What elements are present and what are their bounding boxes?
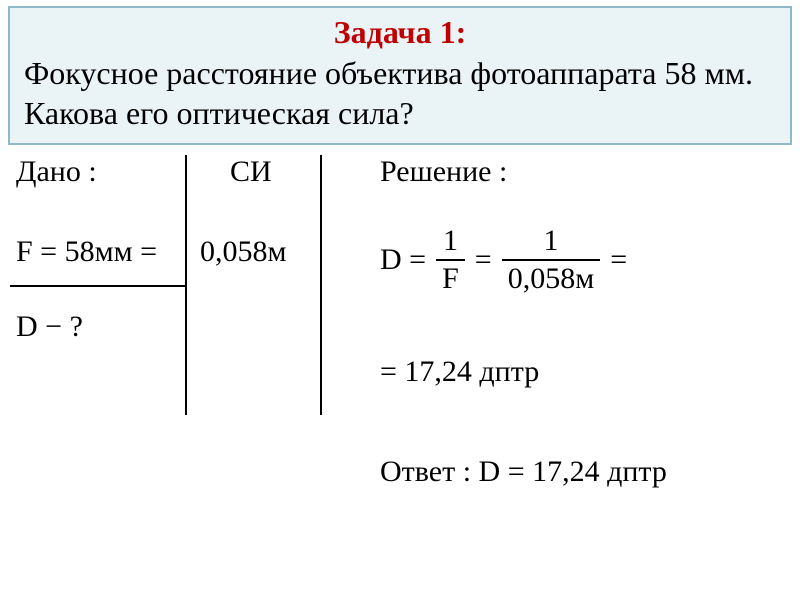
solution-area: Дано : СИ F = 58мм = 0,058м D − ? Решени… [10,155,790,575]
problem-title: Задача 1: [24,14,776,51]
frac2-num: 1 [537,225,564,259]
problem-box: Задача 1: Фокусное расстояние объектива … [8,6,792,145]
solution-result: = 17,24 дптр [380,355,539,389]
frac-1-over-0058: 1 0,058м [502,225,600,294]
separator-v1 [185,155,187,415]
solution-header: Решение : [380,155,507,189]
frac-1-over-F: 1 F [436,225,465,294]
problem-text: Фокусное расстояние объектива фотоаппара… [24,53,776,133]
solution-answer: Ответ : D = 17,24 дптр [380,455,667,489]
given-header: Дано : [16,155,97,189]
eq-mid: = [475,243,492,277]
frac2-den: 0,058м [502,259,600,295]
frac1-num: 1 [437,225,464,259]
separator-h [10,285,185,287]
separator-v2 [320,155,322,415]
given-unknown: D − ? [16,310,83,344]
eq-tail: = [610,243,627,277]
given-f-si: 0,058м [200,235,286,269]
solution-formula: D = 1 F = 1 0,058м = [380,225,627,294]
d-eq-lead: D = [380,243,426,277]
given-f: F = 58мм = [16,235,157,269]
frac1-den: F [436,259,465,295]
si-header: СИ [230,155,272,189]
